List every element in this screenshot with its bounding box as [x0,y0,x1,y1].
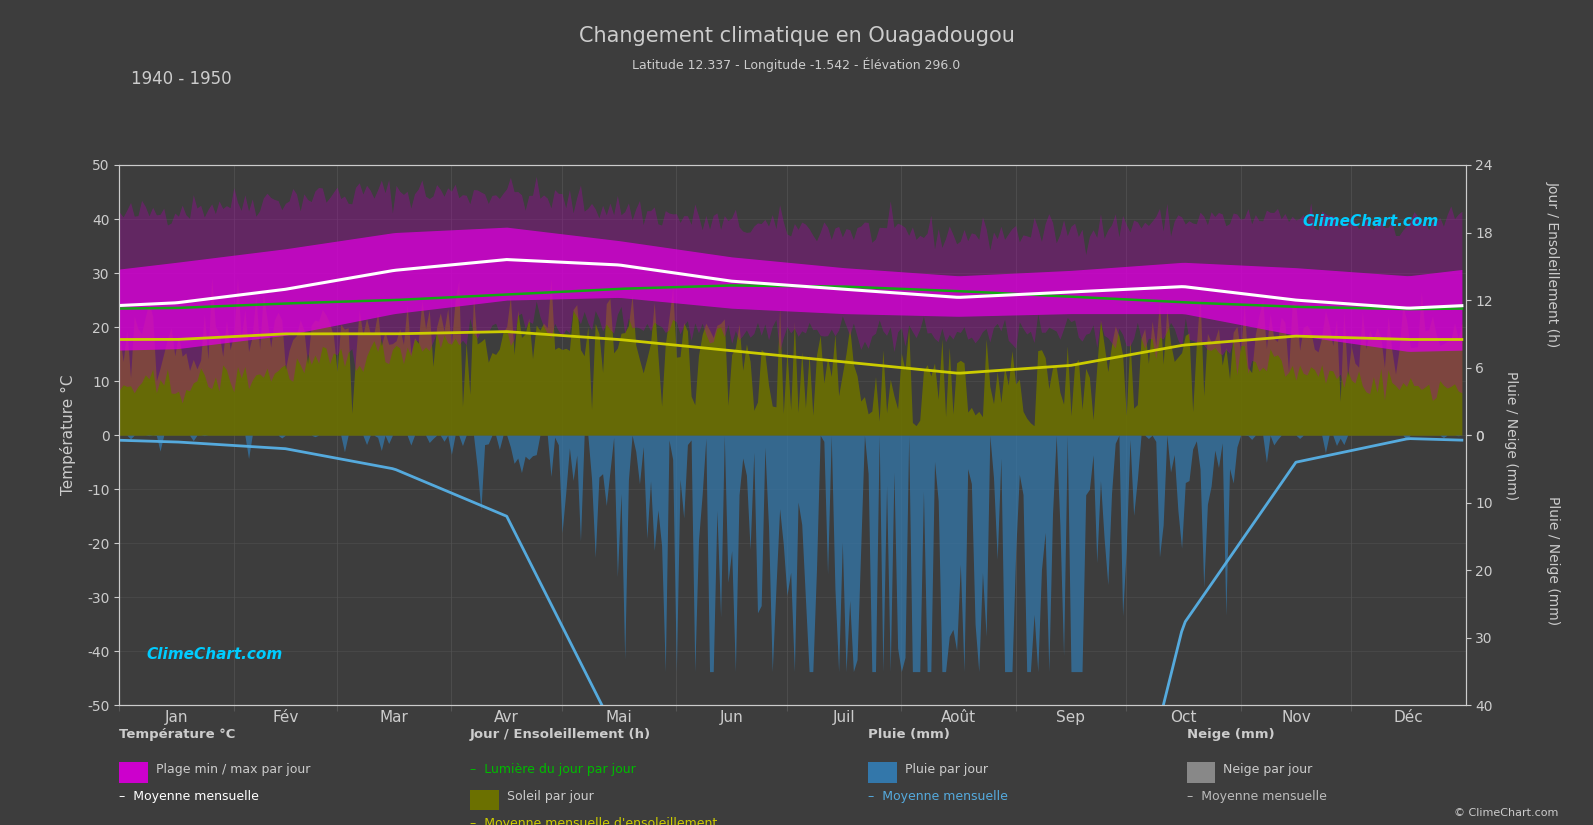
Text: –  Moyenne mensuelle: – Moyenne mensuelle [119,790,260,804]
Text: Soleil par jour: Soleil par jour [507,790,593,804]
Text: Changement climatique en Ouagadougou: Changement climatique en Ouagadougou [578,26,1015,46]
Text: –  Moyenne mensuelle: – Moyenne mensuelle [868,790,1008,804]
Text: Latitude 12.337 - Longitude -1.542 - Élévation 296.0: Latitude 12.337 - Longitude -1.542 - Élé… [632,58,961,73]
Text: –  Moyenne mensuelle: – Moyenne mensuelle [1187,790,1327,804]
Text: Pluie (mm): Pluie (mm) [868,728,949,742]
Y-axis label: Pluie / Neige (mm): Pluie / Neige (mm) [1504,370,1518,500]
Text: ClimeChart.com: ClimeChart.com [147,647,282,662]
Y-axis label: Température °C: Température °C [61,375,76,496]
Text: Température °C: Température °C [119,728,236,742]
Text: ClimeChart.com: ClimeChart.com [1303,214,1438,229]
Text: Pluie par jour: Pluie par jour [905,763,988,776]
Text: Neige par jour: Neige par jour [1223,763,1313,776]
Text: Neige (mm): Neige (mm) [1187,728,1274,742]
Text: –  Moyenne mensuelle d'ensoleillement: – Moyenne mensuelle d'ensoleillement [470,818,717,825]
Text: Pluie / Neige (mm): Pluie / Neige (mm) [1547,497,1560,625]
Text: Plage min / max par jour: Plage min / max par jour [156,763,311,776]
Text: 1940 - 1950: 1940 - 1950 [131,70,231,88]
Text: Jour / Ensoleillement (h): Jour / Ensoleillement (h) [1547,181,1560,347]
Text: –  Lumière du jour par jour: – Lumière du jour par jour [470,763,636,776]
Text: Jour / Ensoleillement (h): Jour / Ensoleillement (h) [470,728,652,742]
Text: © ClimeChart.com: © ClimeChart.com [1453,808,1558,818]
